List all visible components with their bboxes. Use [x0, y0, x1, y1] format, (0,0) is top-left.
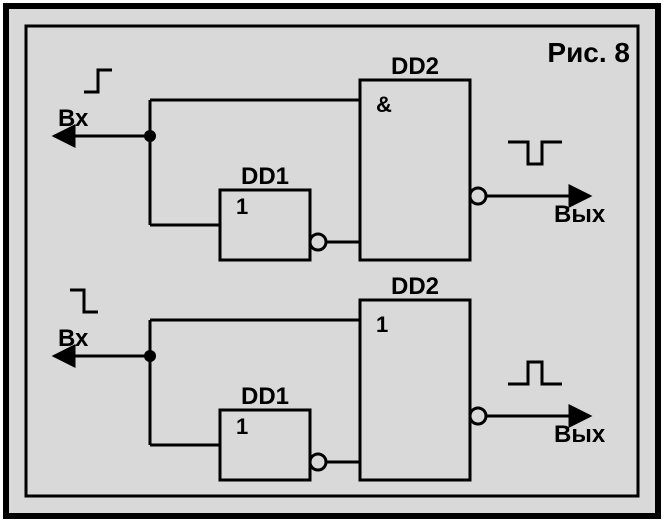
dd2-top-symbol: &	[376, 92, 392, 117]
dd1-top-box	[220, 190, 310, 260]
out-label-bot: Вых	[554, 421, 606, 448]
dd2-top-label: DD2	[391, 53, 439, 80]
out-label-top: Вых	[554, 201, 606, 228]
node-top	[144, 130, 156, 142]
dd2-bot-label: DD2	[391, 273, 439, 300]
dd1-bot-box	[220, 410, 310, 480]
node-bot	[144, 350, 156, 362]
dd2-bot-symbol: 1	[376, 312, 388, 337]
dd1-bot-label: DD1	[241, 383, 289, 410]
dd2-top-bubble	[470, 188, 486, 204]
dd2-bot-bubble	[470, 408, 486, 424]
dd1-bot-bubble	[310, 454, 326, 470]
dd1-top-bubble	[310, 234, 326, 250]
circuit-svg: Рис. 8 DD1 1 DD2 & Вх Вых	[0, 0, 664, 522]
dd1-top-label: DD1	[241, 163, 289, 190]
in-label-top: Вх	[58, 105, 89, 132]
figure-title: Рис. 8	[547, 37, 630, 68]
dd1-bot-symbol: 1	[236, 414, 248, 439]
in-label-bot: Вх	[58, 325, 89, 352]
figure-frame: Рис. 8 DD1 1 DD2 & Вх Вых	[0, 0, 664, 522]
inner-border	[26, 26, 638, 496]
dd1-top-symbol: 1	[236, 194, 248, 219]
